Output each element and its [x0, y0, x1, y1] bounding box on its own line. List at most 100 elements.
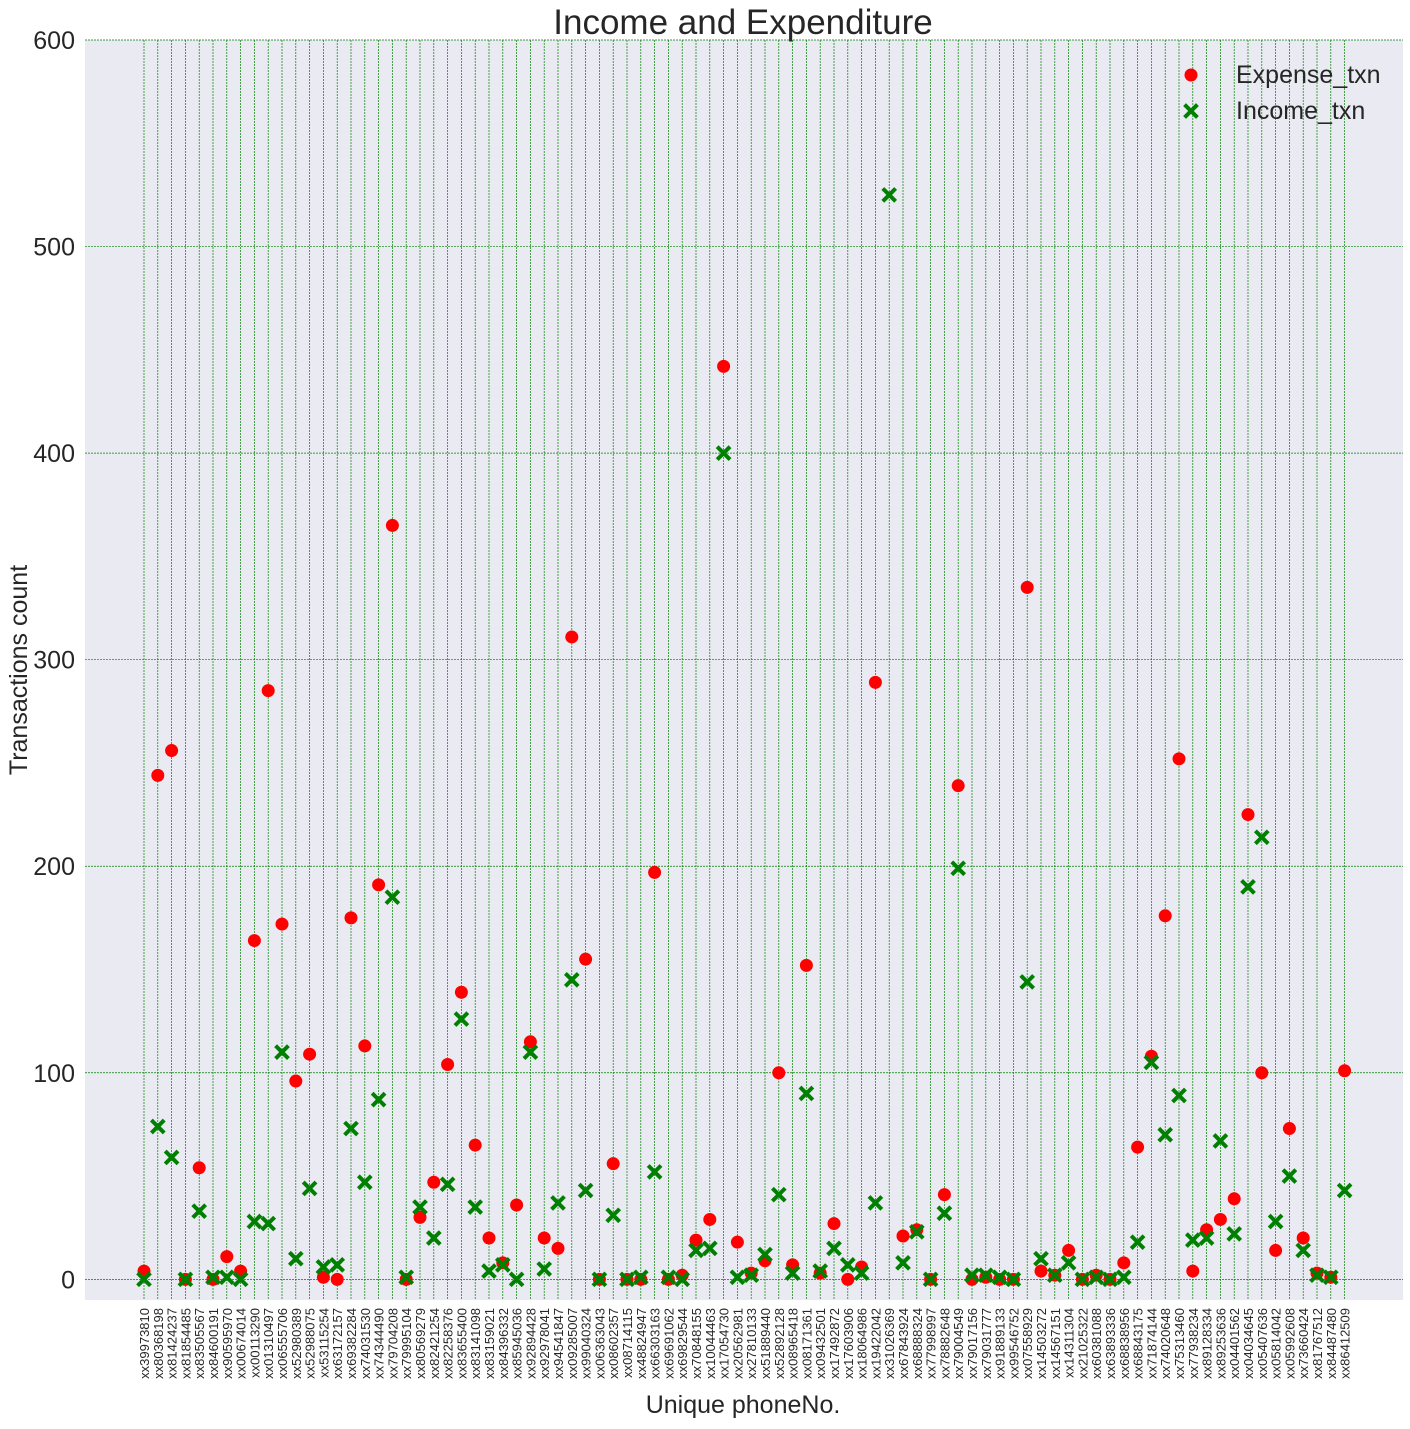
- income-point: [1129, 1234, 1146, 1250]
- x-tick-label: xx14567151: [1048, 1308, 1063, 1379]
- income-point: [494, 1257, 511, 1273]
- income-point: [991, 1269, 1008, 1286]
- x-tick-label: xx84600191: [206, 1308, 221, 1379]
- income-point: [1074, 1271, 1091, 1288]
- legend-label: Expense_txn: [1236, 61, 1381, 89]
- x-tick-label: xx00113290: [247, 1308, 262, 1378]
- expense-point: [220, 1250, 234, 1264]
- marker-stroke: [356, 1174, 373, 1191]
- x-tick-label: xx08171361: [799, 1308, 814, 1379]
- expense-point: [841, 1272, 855, 1286]
- income-point: [260, 1215, 277, 1232]
- x-tick-label: xx81424237: [165, 1308, 180, 1379]
- expense-point: [1227, 1192, 1241, 1206]
- income-point: [343, 1120, 359, 1137]
- marker-stroke: [922, 1271, 939, 1288]
- marker-stroke: [177, 1271, 194, 1288]
- marker-stroke: [826, 1240, 842, 1257]
- marker-stroke: [991, 1269, 1008, 1286]
- marker-stroke: [246, 1213, 263, 1230]
- marker-stroke: [191, 1203, 208, 1220]
- x-tick-label: xx77938234: [1186, 1308, 1201, 1379]
- expense-point: [261, 684, 275, 698]
- marker-stroke: [1309, 1267, 1325, 1284]
- marker-stroke: [1143, 1054, 1160, 1071]
- marker-stroke: [743, 1267, 760, 1284]
- income-point: [384, 889, 401, 906]
- x-tick-label: xx74020648: [1158, 1308, 1173, 1379]
- marker-stroke: [370, 1091, 387, 1108]
- x-tick-label: xx48824947: [634, 1308, 649, 1379]
- x-tick-label: xx06555706: [275, 1308, 290, 1379]
- income-point: [453, 1011, 470, 1027]
- x-tick-label: xx74344490: [372, 1308, 387, 1379]
- expense-point: [551, 1241, 565, 1255]
- x-tick-label: xx79017156: [965, 1308, 980, 1379]
- x-tick-label: xx94541847: [551, 1308, 566, 1379]
- x-tick-label: xx89128334: [1200, 1308, 1215, 1379]
- x-tick-label: xx19422042: [868, 1308, 883, 1379]
- expense-point: [316, 1270, 330, 1284]
- income-point: [177, 1271, 194, 1288]
- income-point: [232, 1271, 249, 1288]
- x-tick-label: xx89253636: [1213, 1308, 1228, 1379]
- income-point: [936, 1205, 953, 1222]
- expense-point: [372, 878, 386, 892]
- x-tick-label: xx83141098: [468, 1308, 483, 1379]
- x-tick-label: xx79995104: [399, 1308, 414, 1379]
- x-tick-label: xx82258376: [441, 1308, 456, 1379]
- x-tick-label: xx06363043: [592, 1308, 607, 1379]
- income-point: [688, 1242, 704, 1259]
- x-tick-label: xx84396332: [496, 1308, 511, 1379]
- marker-stroke: [1253, 829, 1270, 846]
- marker-stroke: [508, 1271, 525, 1288]
- y-tick-label: 400: [33, 440, 75, 468]
- expense-point: [579, 952, 593, 966]
- marker-stroke: [701, 1240, 718, 1257]
- expense-point: [151, 768, 165, 782]
- x-tick-label: xx68838956: [1117, 1308, 1132, 1379]
- expense-point: [565, 630, 579, 644]
- x-tick-label: xx92978041: [537, 1308, 552, 1379]
- expense-point: [717, 359, 731, 373]
- x-tick-label: xx04401562: [1227, 1308, 1242, 1379]
- x-tick-label: xx70848155: [689, 1308, 704, 1379]
- expense-point: [537, 1231, 551, 1245]
- expense-point: [689, 1233, 703, 1247]
- income-point: [1184, 1232, 1201, 1248]
- x-tick-label: xx79004549: [951, 1308, 966, 1379]
- x-tick-label: xx08714115: [620, 1308, 635, 1378]
- marker-stroke: [439, 1176, 456, 1193]
- marker-stroke: [881, 187, 898, 203]
- income-point: [481, 1263, 497, 1279]
- income-point: [1060, 1254, 1077, 1271]
- chart-title: Income and Expenditure: [553, 3, 932, 42]
- marker-stroke: [232, 1271, 249, 1288]
- marker-stroke: [1019, 974, 1036, 990]
- marker-stroke: [260, 1215, 277, 1232]
- income-point: [1115, 1269, 1132, 1286]
- expense-point: [799, 958, 813, 972]
- x-tick-label: xx05992608: [1282, 1308, 1297, 1379]
- income-point: [398, 1269, 415, 1286]
- marker-stroke: [1088, 1269, 1105, 1286]
- x-tick-label: xx09285007: [565, 1308, 580, 1379]
- income-point: [922, 1271, 939, 1288]
- x-tick-label: xx53115254: [316, 1308, 331, 1378]
- income-point: [370, 1091, 387, 1108]
- income-point: [881, 187, 898, 203]
- income-point: [977, 1267, 994, 1284]
- marker-stroke: [646, 1164, 663, 1180]
- marker-stroke: [605, 1207, 622, 1224]
- expense-point: [703, 1212, 717, 1226]
- expense-point: [1062, 1243, 1076, 1257]
- x-tick-label: xx39973810: [137, 1308, 152, 1379]
- marker-stroke: [1212, 1133, 1229, 1149]
- marker-stroke: [550, 1195, 566, 1211]
- y-tick-label: 300: [33, 647, 75, 675]
- x-tick-label: xx78882648: [937, 1308, 952, 1379]
- income-point: [950, 860, 967, 877]
- x-tick-label: xx05814042: [1269, 1308, 1284, 1379]
- income-point: [1143, 1054, 1160, 1071]
- income-point: [798, 1085, 815, 1102]
